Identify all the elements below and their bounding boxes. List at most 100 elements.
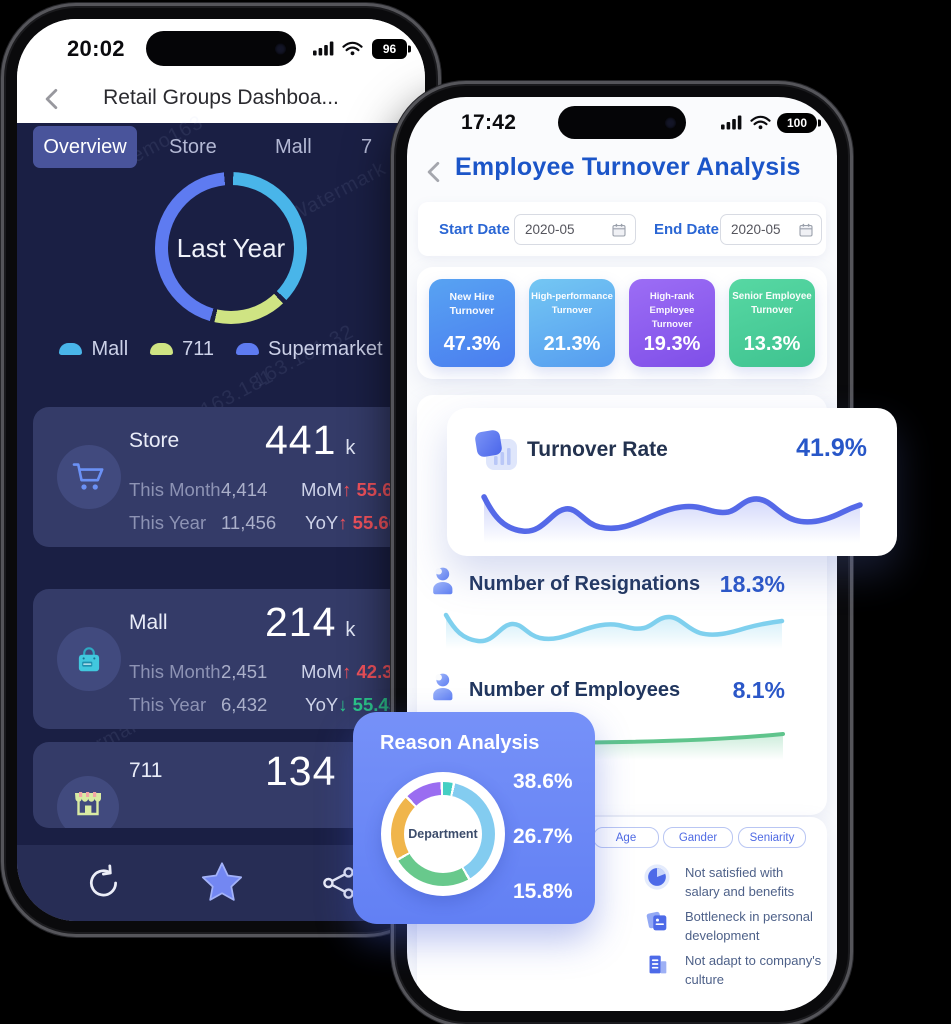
tab-store[interactable]: Store	[169, 136, 217, 158]
711-icon-circle	[57, 776, 119, 828]
down-arrow-icon: ↓	[338, 694, 348, 715]
reason-item: Not satisfied with salary and benefits	[685, 865, 795, 899]
kpi-value: 47.3%	[443, 333, 501, 355]
start-date-label: Start Date	[439, 221, 510, 238]
mall-icon-circle	[57, 627, 121, 691]
kpi-card: New Hire Turnover 47.3% High-performance T…	[417, 267, 827, 379]
end-date-label: End Date	[654, 221, 720, 238]
row-label: This Year	[129, 694, 207, 715]
metric-name: YoY	[305, 512, 339, 533]
left-status-bar: 20:02 96	[17, 19, 425, 77]
metric-name: MoM	[301, 479, 343, 500]
row-value: 4,414	[221, 479, 268, 500]
turnover-rate-chart	[481, 494, 863, 544]
refresh-icon[interactable]	[85, 864, 123, 902]
store-month-row: This Month 4,414 MoM↑ 55.60	[33, 479, 425, 503]
end-date-value: 2020-05	[731, 222, 781, 237]
reason-value-2: 26.7%	[513, 825, 573, 848]
donut-center-label: Last Year	[176, 232, 286, 263]
kpi-value: 13.3%	[743, 333, 801, 355]
store-card-title: Store	[129, 429, 180, 452]
mall-card-title: Mall	[129, 611, 168, 634]
row-value: 11,456	[221, 512, 277, 533]
right-page-title: Employee Turnover Analysis	[455, 153, 801, 181]
wifi-icon	[750, 115, 771, 130]
date-filter-card: Start Date 2020-05 End Date 2020-05	[418, 202, 826, 256]
legend-item-supermarket[interactable]: Supermarket	[236, 338, 383, 361]
filter-seniority-button[interactable]: Seniarity	[738, 827, 806, 848]
battery-icon: 96	[372, 39, 411, 59]
kpi-label: High-rank	[649, 291, 695, 302]
store-card[interactable]: Store 441 k This Month 4,414 MoM↑ 55.60 …	[33, 407, 425, 547]
resignations-value: 18.3%	[719, 571, 785, 597]
kpi-label: New Hire	[449, 291, 495, 303]
mall-card[interactable]: Mall 214 k This Month 2,451 MoM↑ 42.32 T…	[33, 589, 425, 729]
kpi-label: Senior Employee	[732, 291, 812, 302]
store-year-row: This Year 11,456 YoY↑ 55.60	[33, 512, 425, 536]
row-label: This Month	[129, 661, 221, 682]
kpi-value: 19.3%	[643, 333, 701, 355]
kpi-value: 21.3%	[543, 333, 601, 355]
filter-age-button[interactable]: Age	[593, 827, 659, 848]
legend-mark-mall	[59, 343, 83, 355]
turnover-rate-card: Turnover Rate 41.9%	[447, 408, 897, 556]
up-arrow-icon: ↑	[338, 512, 348, 533]
right-status-time: 17:42	[461, 111, 517, 134]
donut-center-label: Department	[408, 827, 478, 841]
bag-icon	[78, 647, 100, 672]
right-status-bar: 17:42 100	[407, 97, 837, 151]
reason-analysis-title: Reason Analysis	[380, 732, 540, 754]
calendar-icon[interactable]	[612, 223, 626, 237]
tab-overview[interactable]: Overview	[33, 126, 137, 168]
resignations-label: Number of Resignations	[469, 573, 701, 595]
legend-item-mall[interactable]: Mall	[59, 338, 128, 361]
reason-value-1: 38.6%	[513, 770, 573, 793]
employees-label: Number of Employees	[469, 679, 681, 701]
employees-value: 8.1%	[732, 677, 785, 703]
share-icon[interactable]	[321, 865, 357, 901]
battery-icon: 100	[777, 113, 821, 133]
kpi-senior: Senior Employee Turnover 13.3%	[729, 279, 815, 367]
back-chevron-icon[interactable]	[427, 161, 440, 183]
filter-gender-button[interactable]: Gander	[663, 827, 733, 848]
up-arrow-icon: ↑	[342, 479, 352, 500]
metric-name: MoM	[301, 661, 343, 682]
star-icon[interactable]	[199, 861, 245, 905]
dynamic-island	[558, 106, 686, 139]
up-arrow-icon: ↑	[342, 661, 352, 682]
department-donut-wrap: Department	[381, 772, 505, 896]
battery-percent: 100	[786, 116, 808, 130]
back-chevron-icon[interactable]	[45, 88, 58, 110]
start-date-input[interactable]: 2020-05	[514, 214, 636, 245]
store-unit: k	[345, 437, 356, 459]
watermark: Watermark	[285, 157, 390, 227]
tab-mall[interactable]: Mall	[275, 136, 312, 158]
kpi-label: High-performance	[531, 291, 613, 302]
legend-item-711[interactable]: 711	[150, 338, 214, 361]
building-icon	[649, 955, 667, 974]
row-label: This Month	[129, 479, 221, 500]
tab-711[interactable]: 7	[361, 136, 373, 158]
tab-overview-label: Overview	[43, 135, 127, 158]
711-value: 134	[265, 748, 337, 794]
row-value: 6,432	[221, 694, 268, 715]
row-value: 2,451	[221, 661, 268, 682]
legend-mark-711	[150, 343, 174, 355]
end-date-input[interactable]: 2020-05	[720, 214, 822, 245]
store-value: 441	[265, 417, 337, 463]
711-card-value: 134	[265, 748, 336, 795]
donut-legend: Mall 711 Supermarket	[37, 335, 405, 363]
reason-analysis-card: Reason Analysis Department 38.6% 26.7% 1…	[353, 712, 595, 924]
kpi-new-hire: New Hire Turnover 47.3%	[429, 279, 515, 367]
legend-label: Supermarket	[268, 337, 383, 360]
camera-icon	[275, 43, 286, 54]
left-nav-bar: Retail Groups Dashboa...	[17, 77, 425, 123]
mall-month-row: This Month 2,451 MoM↑ 42.32	[33, 661, 425, 685]
legend-label: 711	[182, 337, 215, 360]
mall-unit: k	[345, 619, 356, 641]
dynamic-island	[146, 31, 296, 66]
calendar-icon[interactable]	[799, 223, 813, 237]
mall-card-value: 214 k	[265, 599, 355, 646]
yearly-donut-chart: Last Year	[155, 172, 307, 324]
reason-item: Not adapt to company's culture	[685, 953, 822, 987]
